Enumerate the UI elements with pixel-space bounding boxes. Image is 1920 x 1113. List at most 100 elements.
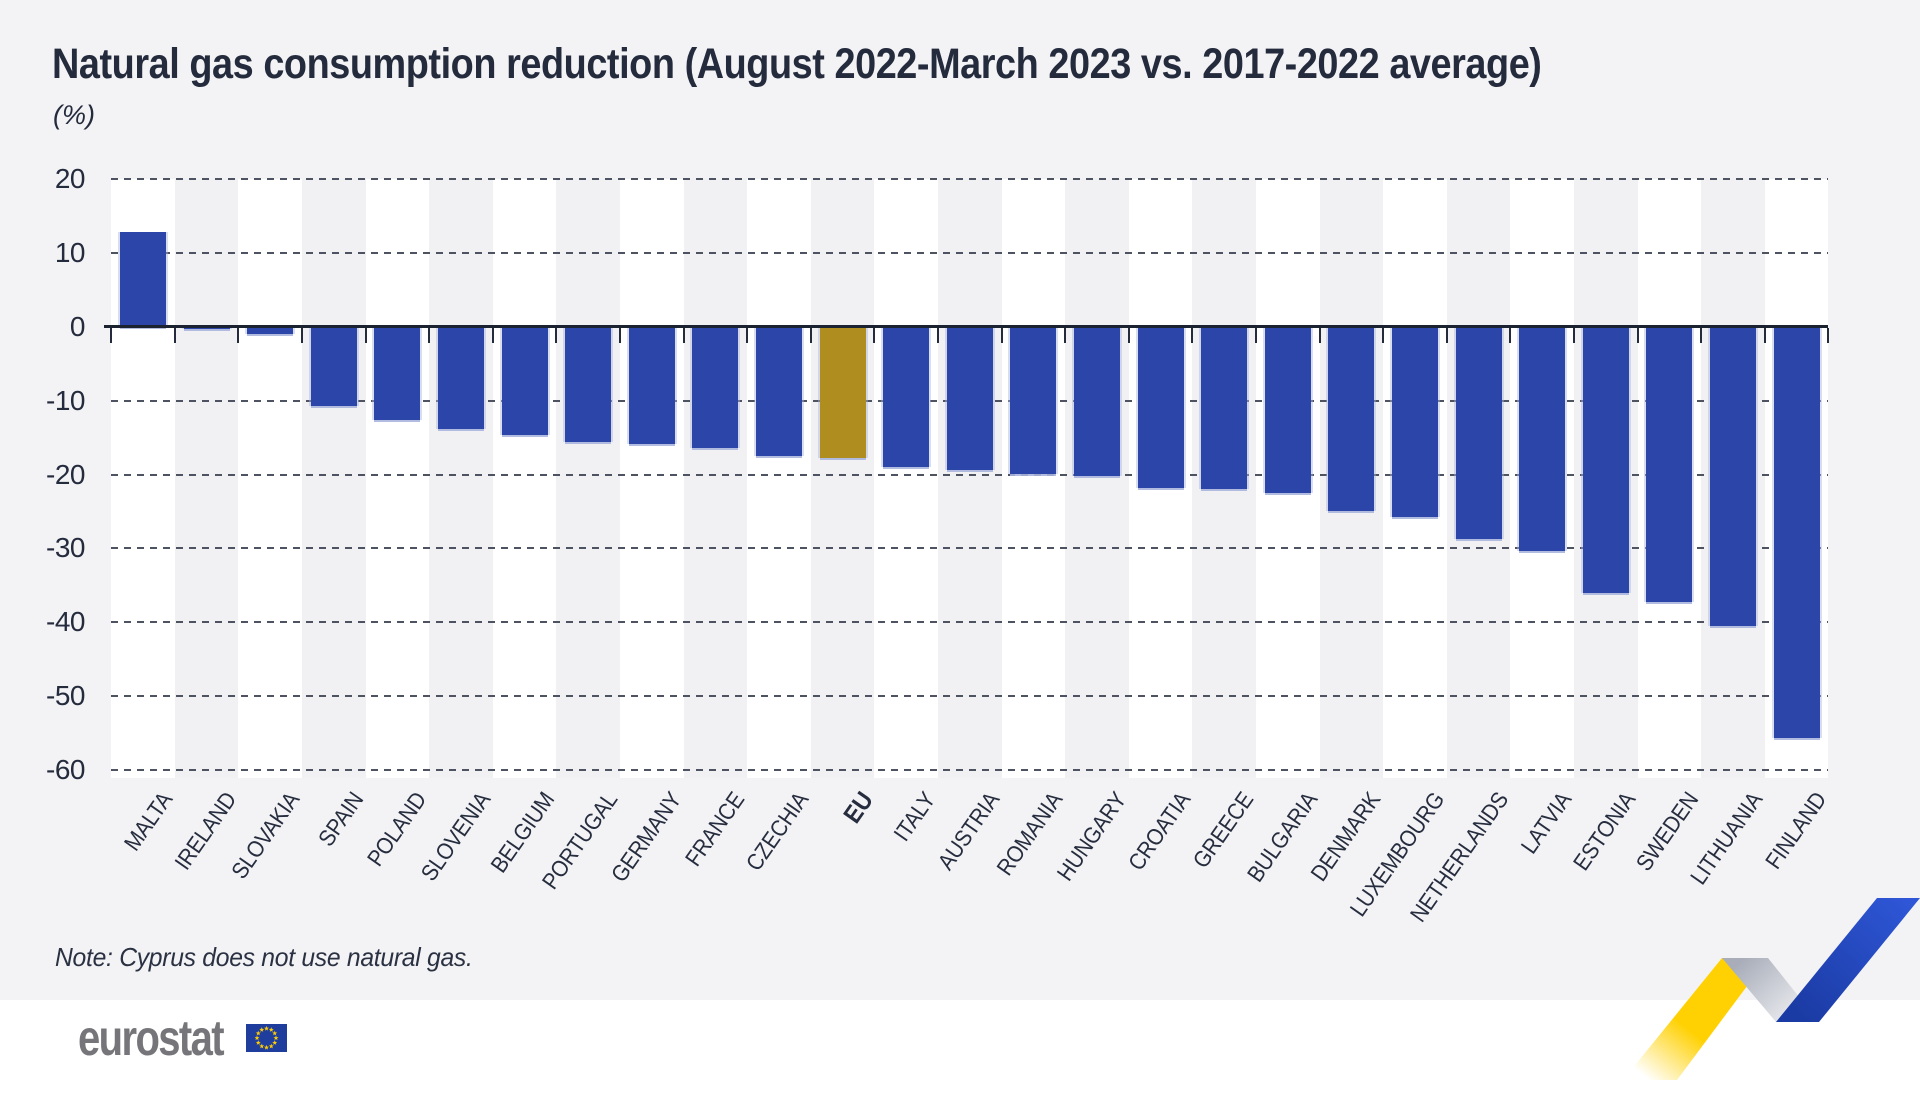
y-axis-tick-label: -50 xyxy=(46,680,85,712)
axis-tick xyxy=(1700,328,1703,344)
gridline xyxy=(111,769,1829,771)
chart-unit-label: (%) xyxy=(53,100,95,130)
flag-star xyxy=(273,1035,279,1041)
bar-czechia xyxy=(756,326,802,457)
bar-slovenia xyxy=(438,326,484,429)
axis-tick xyxy=(937,328,939,344)
axis-tick xyxy=(1127,328,1130,344)
column-band xyxy=(938,179,1002,778)
y-axis-tick-label: 0 xyxy=(69,310,86,342)
bar-slovakia xyxy=(247,326,294,335)
bar-greece xyxy=(1201,326,1248,490)
column-band xyxy=(810,179,875,778)
bar-croatia xyxy=(1137,326,1184,488)
axis-tick xyxy=(1255,328,1257,344)
flag-star xyxy=(264,1025,269,1031)
axis-tick xyxy=(1445,328,1448,344)
axis-tick xyxy=(364,328,367,344)
gridline xyxy=(111,695,1829,698)
flag-star xyxy=(264,1044,269,1050)
axis-tick xyxy=(1509,328,1512,344)
bar-latvia xyxy=(1519,326,1566,551)
bar-austria xyxy=(946,326,993,471)
bar-italy xyxy=(883,326,930,468)
y-axis-tick-label: -20 xyxy=(46,458,85,490)
axis-tick xyxy=(110,328,113,344)
axis-tick xyxy=(1318,328,1321,344)
bar-netherlands xyxy=(1455,326,1502,539)
eurostat-logo-text: eurostat xyxy=(78,1010,225,1066)
column-band xyxy=(874,179,938,778)
axis-tick xyxy=(873,328,876,344)
gridline xyxy=(111,473,1829,476)
column-band xyxy=(683,179,748,778)
axis-tick xyxy=(682,328,685,344)
bar-lithuania xyxy=(1710,326,1756,626)
bar-finland xyxy=(1773,326,1820,739)
axis-tick xyxy=(619,328,621,344)
flag-star xyxy=(272,1030,278,1036)
chart-note: Note: Cyprus does not use natural gas. xyxy=(55,942,473,972)
column-band xyxy=(747,179,811,778)
axis-tick xyxy=(301,328,303,344)
axis-tick xyxy=(1382,328,1385,344)
column-band xyxy=(492,179,557,778)
axis-tick xyxy=(1191,328,1194,344)
flag-star xyxy=(268,1027,274,1032)
bar-estonia xyxy=(1582,326,1629,594)
column-band xyxy=(238,179,302,778)
axis-tick xyxy=(1064,328,1067,344)
bar-hungary xyxy=(1074,326,1120,476)
flag-star xyxy=(255,1040,261,1045)
page-background: Natural gas consumption reduction (Augus… xyxy=(0,0,1920,1080)
axis-tick xyxy=(746,328,749,344)
footer xyxy=(0,1000,1920,1080)
bar-sweden xyxy=(1646,326,1693,602)
gridline xyxy=(111,547,1829,550)
column-band xyxy=(556,179,620,778)
y-axis-tick-label: -60 xyxy=(46,754,85,785)
axis-tick xyxy=(237,328,240,344)
flag-star xyxy=(259,1027,265,1032)
axis-tick xyxy=(491,328,494,344)
gridline xyxy=(111,178,1829,180)
axis-tick xyxy=(428,328,431,344)
axis-tick xyxy=(555,328,558,344)
bar-poland xyxy=(374,326,421,420)
axis-tick xyxy=(1636,328,1639,344)
eu-flag-icon xyxy=(246,1024,287,1052)
chart-title: Natural gas consumption reduction (Augus… xyxy=(52,40,1542,88)
column-band xyxy=(1065,179,1129,778)
axis-tick xyxy=(809,328,812,344)
axis-tick xyxy=(1000,328,1003,344)
flag-star xyxy=(272,1040,278,1045)
y-axis-tick-label: 10 xyxy=(54,236,86,268)
column-band xyxy=(174,179,239,778)
gridline xyxy=(111,621,1829,624)
y-axis-tick-label: -30 xyxy=(46,532,85,564)
column-band xyxy=(302,179,366,778)
flag-star xyxy=(259,1043,265,1049)
gridline xyxy=(111,251,1829,254)
bar-denmark xyxy=(1328,326,1375,511)
zero-axis-line xyxy=(104,325,1829,329)
bar-malta xyxy=(120,232,166,327)
flag-star xyxy=(254,1035,260,1041)
bar-spain xyxy=(310,326,357,406)
y-axis-tick-label: -40 xyxy=(46,606,85,638)
y-axis-tick-label: 20 xyxy=(54,163,86,194)
column-band xyxy=(365,179,430,778)
column-band xyxy=(429,179,493,778)
bar-eu-highlighted xyxy=(819,326,866,458)
axis-tick xyxy=(1827,328,1830,344)
column-band xyxy=(1001,179,1066,778)
flag-star xyxy=(255,1030,261,1036)
axis-tick xyxy=(1763,328,1766,344)
bar-romania xyxy=(1010,326,1057,474)
bar-bulgaria xyxy=(1264,326,1311,493)
bar-luxembourg xyxy=(1392,326,1438,517)
bar-portugal xyxy=(565,326,612,442)
bar-germany xyxy=(628,326,675,445)
column-band xyxy=(620,179,684,778)
axis-tick xyxy=(173,328,176,344)
